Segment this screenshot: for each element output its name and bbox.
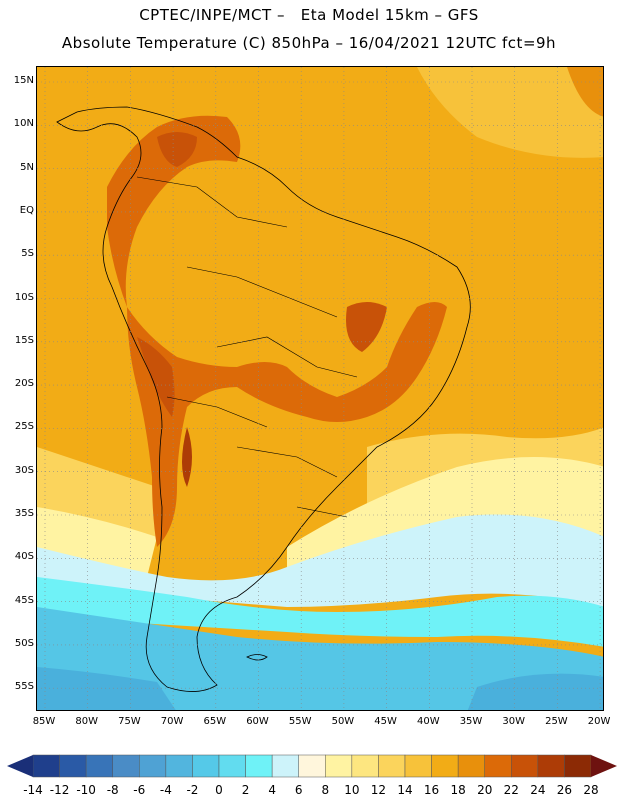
lat-tick-label: 35S: [14, 508, 34, 519]
colorbar-tick-label: -4: [159, 783, 172, 797]
colorbar-tick-label: 10: [344, 783, 360, 797]
colorbar-cell: [298, 754, 326, 778]
colorbar-tick-label: 24: [530, 783, 546, 797]
field-andes-north-hot: [107, 115, 241, 307]
map-subtitle: Absolute Temperature (C) 850hPa – 16/04/…: [61, 34, 557, 52]
colorbar-cell: [404, 754, 432, 778]
field-andes-central-hot: [127, 302, 447, 547]
colorbar-cell: [537, 754, 565, 778]
colorbar-cell: [457, 754, 485, 778]
colorbar-low-arrow: [7, 755, 33, 777]
field-ne-hot: [567, 67, 603, 117]
field-north-band: [37, 67, 417, 107]
lat-tick-label: 5S: [21, 248, 34, 260]
lat-tick-label: EQ: [19, 204, 34, 216]
field-ne-warm: [417, 67, 603, 158]
coastline: [56, 106, 471, 692]
colorbar-tick-label: -2: [186, 783, 199, 797]
map-title: CPTEC/INPE/MCT – Eta Model 15km – GFS: [139, 6, 479, 24]
colorbar-cell: [245, 754, 273, 778]
gridlines: [37, 67, 603, 710]
colorbar-cell: [192, 754, 220, 778]
lon-tick-label: 60W: [246, 716, 269, 727]
lon-tick-label: 55W: [288, 716, 312, 727]
field-sea-pale: [37, 514, 603, 607]
field-sea-cool: [37, 577, 603, 647]
colorbar-tick-label: 28: [583, 783, 599, 797]
lat-tick-label: 30S: [14, 464, 34, 476]
lat-tick-label: 40S: [14, 551, 34, 563]
lon-tick-label: 85W: [32, 716, 56, 727]
colorbar-tick-label: -8: [106, 783, 119, 797]
colorbar-high-arrow: [591, 755, 617, 777]
colorbar-tick-label: 22: [503, 783, 519, 797]
colorbar-tick-label: -10: [76, 783, 96, 797]
lat-tick-label: 15N: [13, 75, 34, 86]
lon-tick-label: 25W: [545, 716, 568, 727]
lat-tick-label: 10N: [13, 118, 34, 130]
field-sea-cold: [37, 607, 603, 710]
colorbar-cell: [139, 754, 167, 778]
lon-tick-label: 20W: [587, 716, 611, 727]
falkland-islands: [246, 654, 268, 661]
colorbar-cell: [218, 754, 246, 778]
lon-tick-label: 50W: [331, 716, 355, 727]
colorbar-cell: [351, 754, 379, 778]
lat-tick-label: 15S: [14, 334, 34, 346]
colorbar-cell: [564, 754, 592, 778]
field-hottest-core-1: [137, 337, 175, 417]
colorbar-cell: [59, 754, 87, 778]
field-sea-cold-deep: [37, 667, 176, 710]
colorbar-tick-label: -6: [133, 783, 146, 797]
lat-tick-label: 55S: [14, 681, 34, 693]
lon-tick-label: 30W: [502, 716, 525, 727]
lon-tick-label: 65W: [203, 716, 227, 727]
lat-tick-label: 20S: [14, 378, 34, 390]
country-borders: [136, 176, 358, 518]
field-sea-cold-deep-east: [467, 673, 603, 710]
colorbar-tick-label: 18: [450, 783, 466, 797]
lon-tick-label: 35W: [459, 716, 483, 727]
colorbar-tick-label: 8: [321, 783, 330, 797]
colorbar-cell: [511, 754, 539, 778]
lat-tick-label: 10S: [14, 291, 34, 303]
lon-tick-label: 40W: [416, 716, 440, 727]
colorbar-tick-label: 12: [370, 783, 387, 797]
colorbar-tick-label: 0: [215, 783, 223, 797]
colorbar-tick-label: 26: [556, 783, 573, 797]
colorbar-cell: [165, 754, 193, 778]
colorbar-tick-label: 2: [241, 783, 250, 797]
colorbar-tick-label: 20: [477, 783, 493, 797]
lat-tick-label: 5N: [20, 161, 34, 173]
colorbar-cell: [112, 754, 140, 778]
lon-tick-label: 75W: [118, 716, 141, 727]
lat-tick-label: 45S: [14, 594, 34, 606]
colorbar-cell: [431, 754, 459, 778]
colorbar-cell: [32, 754, 60, 778]
colorbar-tick-label: 16: [423, 783, 440, 797]
lon-tick-label: 45W: [374, 716, 397, 727]
colorbar-cell: [271, 754, 299, 778]
colorbar-cell: [325, 754, 353, 778]
colorbar-cell: [484, 754, 512, 778]
lat-tick-label: 50S: [14, 637, 34, 649]
temperature-map: [36, 66, 604, 711]
colorbar-tick-label: 14: [397, 783, 413, 797]
colorbar-tick-label: 6: [294, 783, 303, 797]
lon-tick-label: 80W: [75, 716, 98, 727]
colorbar-cell: [378, 754, 406, 778]
colorbar-cell: [85, 754, 113, 778]
colorbar-tick-label: -12: [49, 783, 70, 797]
colorbar-tick-label: -14: [23, 783, 43, 797]
lon-tick-label: 70W: [160, 716, 184, 727]
field-hottest-core-2: [346, 302, 387, 352]
lat-tick-label: 25S: [14, 421, 34, 433]
field-north-hot: [157, 132, 197, 167]
colorbar-tick-label: 4: [268, 783, 276, 797]
